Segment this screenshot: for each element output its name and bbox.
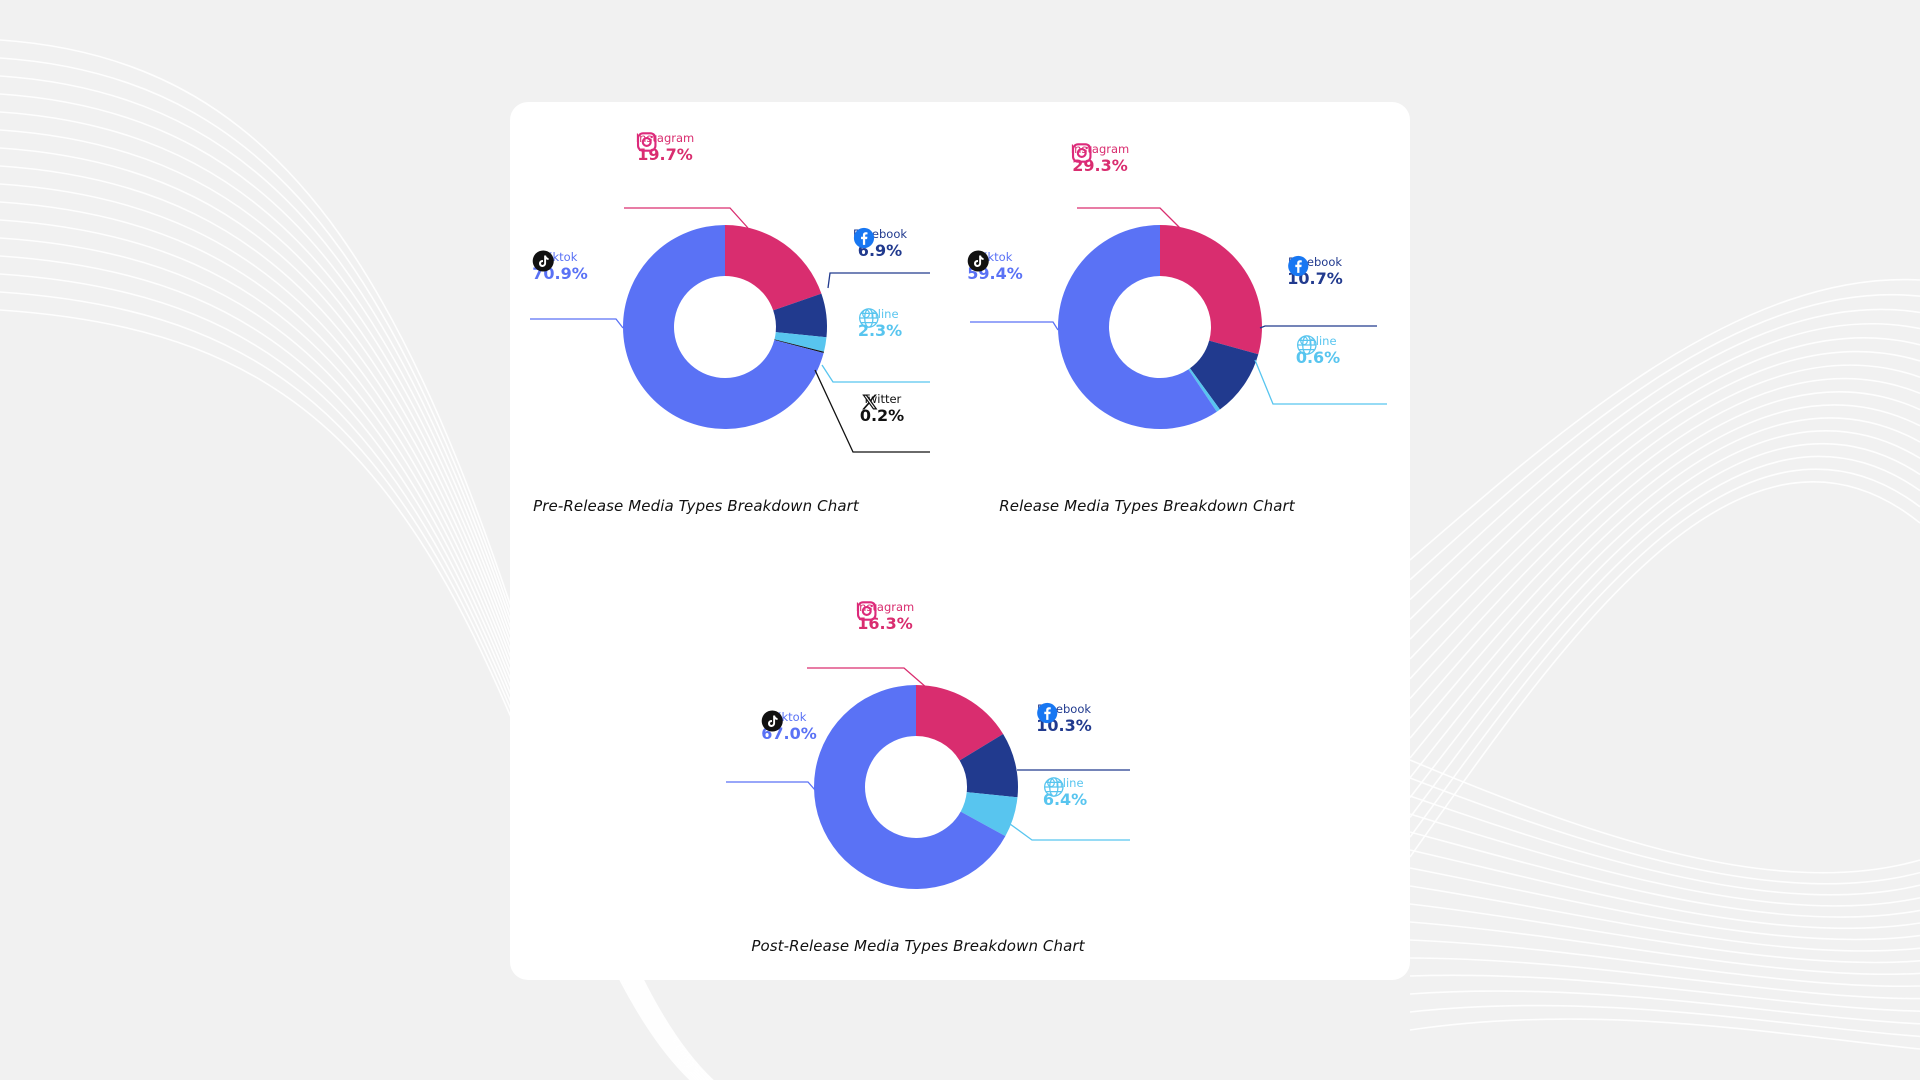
- background-wave-line: [1409, 278, 1920, 561]
- slice-facebook: [773, 293, 827, 338]
- tiktok-icon: [761, 710, 783, 732]
- background-wave-line: [1409, 885, 1920, 952]
- background-wave-line: [1409, 417, 1920, 759]
- pre-release-chart: Instagram 19.7% Facebook 6.9% Online 2.3…: [510, 102, 960, 542]
- slice-online: [774, 332, 827, 352]
- background-wave-line: [1409, 404, 1920, 739]
- slice-facebook: [959, 733, 1018, 798]
- slice-facebook: [1189, 340, 1259, 410]
- tiktok-icon: [967, 250, 989, 272]
- label-facebook: Facebook 10.7%: [1287, 255, 1343, 289]
- globe-icon: [859, 308, 879, 328]
- background-wave-line: [1409, 867, 1920, 941]
- slice-tiktok: [814, 685, 1006, 889]
- facebook-icon: [1288, 255, 1309, 277]
- background-wave-line: [1409, 831, 1920, 918]
- leader-line-instagram: [807, 667, 928, 689]
- background-wave-line: [1409, 990, 1920, 1025]
- facebook-icon: [1037, 702, 1058, 724]
- background-wave-line: [1409, 308, 1920, 601]
- slice-instagram: [725, 225, 822, 311]
- chart-caption: Pre-Release Media Types Breakdown Chart: [533, 497, 859, 515]
- charts-card: Instagram 19.7% Facebook 6.9% Online 2.3…: [510, 102, 1410, 980]
- globe-icon: [1297, 335, 1317, 355]
- post-release-chart: Instagram 16.3% Facebook 10.3% Online 6.…: [726, 562, 1180, 982]
- background-wave-line: [1409, 337, 1920, 640]
- x-twitter-icon: [862, 394, 878, 410]
- background-wave-line: [1409, 323, 1920, 620]
- label-facebook: Facebook 6.9%: [853, 227, 907, 261]
- slice-tiktok: [623, 225, 824, 430]
- leader-line-online: [1009, 823, 1130, 841]
- label-tiktok: Tiktok 70.9%: [532, 250, 588, 284]
- label-tiktok: Tiktok 67.0%: [761, 710, 817, 744]
- background-wave-line: [1409, 377, 1920, 700]
- slice-tiktok: [1058, 225, 1217, 430]
- instagram-icon: [636, 132, 657, 152]
- background-wave-line: [1409, 481, 1920, 858]
- label-online: Online 2.3%: [858, 307, 902, 341]
- label-instagram: Instagram 29.3%: [1071, 142, 1130, 176]
- slice-value: 2.3%: [857, 321, 903, 340]
- background-wave-line: [1409, 974, 1920, 1012]
- background-wave-line: [1409, 777, 1920, 885]
- label-online: Online 0.6%: [1296, 334, 1340, 368]
- label-instagram: Instagram 16.3%: [856, 600, 915, 634]
- background-wave-line: [1409, 442, 1920, 799]
- instagram-icon: [856, 601, 877, 621]
- leader-line-online: [1254, 359, 1387, 405]
- chart-caption: Release Media Types Breakdown Chart: [999, 497, 1295, 515]
- background-wave-line: [1409, 795, 1920, 896]
- leader-line-instagram: [624, 207, 749, 229]
- background-wave-line: [1409, 921, 1920, 976]
- slice-value: 0.2%: [859, 406, 905, 425]
- leader-line-facebook: [1259, 325, 1377, 329]
- post-release-donut: [726, 667, 1130, 889]
- background-wave-line: [1409, 813, 1920, 907]
- slice-twitter: [774, 339, 824, 353]
- globe-icon: [1044, 777, 1064, 797]
- release-chart: Instagram 29.3% Facebook 10.7% Online 0.…: [955, 102, 1405, 542]
- background-wave-line: [1409, 903, 1920, 964]
- slice-value: 6.4%: [1042, 790, 1088, 809]
- slice-online: [1188, 368, 1220, 412]
- leader-line-tiktok: [970, 321, 1059, 331]
- leader-line-instagram: [1077, 207, 1181, 229]
- label-twitter: Twitter 0.2%: [860, 392, 904, 426]
- leader-line-twitter: [814, 369, 930, 453]
- background-wave-line: [1409, 390, 1920, 719]
- background-wave-line: [1409, 294, 1920, 581]
- background-wave-line: [1409, 1018, 1920, 1050]
- tiktok-icon: [532, 250, 554, 272]
- slice-instagram: [916, 685, 1004, 761]
- facebook-icon: [853, 227, 875, 249]
- slice-instagram: [1160, 225, 1262, 355]
- background-wave-line: [1409, 759, 1920, 874]
- chart-caption: Post-Release Media Types Breakdown Chart: [751, 937, 1085, 955]
- background-wave-line: [1409, 1004, 1920, 1038]
- label-instagram: Instagram 19.7%: [636, 131, 695, 165]
- background-wave-line: [1409, 849, 1920, 930]
- background-wave-line: [1409, 350, 1920, 660]
- pre-release-donut: [530, 207, 930, 453]
- background-wave-line: [1409, 957, 1920, 1000]
- instagram-icon: [1071, 143, 1092, 163]
- release-donut: [970, 207, 1387, 430]
- slice-online: [960, 792, 1018, 837]
- label-tiktok: Tiktok 59.4%: [967, 250, 1023, 284]
- background-wave-line: [1409, 455, 1920, 818]
- label-online: Online 6.4%: [1043, 776, 1087, 810]
- leader-line-online: [821, 364, 930, 383]
- leader-line-tiktok: [726, 781, 816, 791]
- label-facebook: Facebook 10.3%: [1036, 702, 1092, 736]
- leader-line-facebook: [827, 272, 930, 289]
- background-wave-line: [1409, 468, 1920, 838]
- slice-value: 0.6%: [1295, 348, 1341, 367]
- background-wave-line: [1409, 364, 1920, 680]
- leader-line-tiktok: [530, 318, 624, 329]
- background-wave-line: [1409, 939, 1920, 988]
- background-wave-line: [1409, 430, 1920, 779]
